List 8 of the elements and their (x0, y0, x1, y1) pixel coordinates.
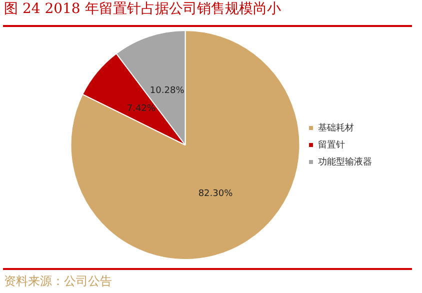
legend-label: 留置针 (318, 139, 345, 150)
text: 资料来源：公司公告 (4, 273, 112, 290)
data-label: 7.42% (126, 104, 156, 114)
data-label: 82.30% (198, 188, 234, 199)
data-label: 10.28% (150, 86, 185, 96)
chart-title: 图 24 2018 年留置针占据公司销售规模尚小 (4, 0, 281, 18)
legend-label: 功能型输液器 (318, 156, 372, 168)
legend-label: 基础耗材 (318, 122, 354, 134)
